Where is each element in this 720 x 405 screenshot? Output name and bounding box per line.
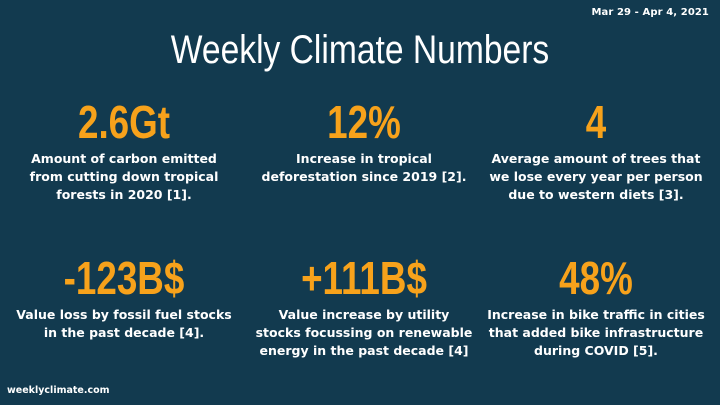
stat-description: Increase in tropical deforestation since… bbox=[261, 151, 467, 184]
stat-trees-lost: 4 Average amount of trees that we lose e… bbox=[486, 96, 706, 204]
stat-carbon-emitted: 2.6Gt Amount of carbon emitted from cutt… bbox=[14, 96, 234, 204]
stat-description: Value loss by fossil fuel stocks in the … bbox=[16, 307, 232, 340]
stat-value: +111B$ bbox=[301, 252, 427, 304]
stat-description: Value increase by utility stocks focussi… bbox=[255, 307, 473, 358]
stat-fossil-fuel-loss: -123B$ Value loss by fossil fuel stocks … bbox=[14, 252, 234, 342]
stat-bike-traffic: 48% Increase in bike traffic in cities t… bbox=[486, 252, 706, 360]
stat-description: Average amount of trees that we lose eve… bbox=[489, 151, 703, 202]
stat-description: Increase in bike traffic in cities that … bbox=[487, 307, 705, 358]
page-title: Weekly Climate Numbers bbox=[170, 28, 550, 72]
stat-renewable-utility-gain: +111B$ Value increase by utility stocks … bbox=[254, 252, 474, 360]
stat-value: -123B$ bbox=[63, 252, 185, 304]
footer-site-link[interactable]: weeklyclimate.com bbox=[7, 385, 110, 396]
stat-value: 2.6Gt bbox=[77, 96, 171, 148]
stat-value: 12% bbox=[327, 96, 401, 148]
stat-deforestation-increase: 12% Increase in tropical deforestation s… bbox=[254, 96, 474, 186]
stat-value: 48% bbox=[559, 252, 633, 304]
stat-description: Amount of carbon emitted from cutting do… bbox=[29, 151, 219, 202]
date-range: Mar 29 - Apr 4, 2021 bbox=[591, 7, 709, 18]
stat-value: 4 bbox=[585, 96, 607, 148]
